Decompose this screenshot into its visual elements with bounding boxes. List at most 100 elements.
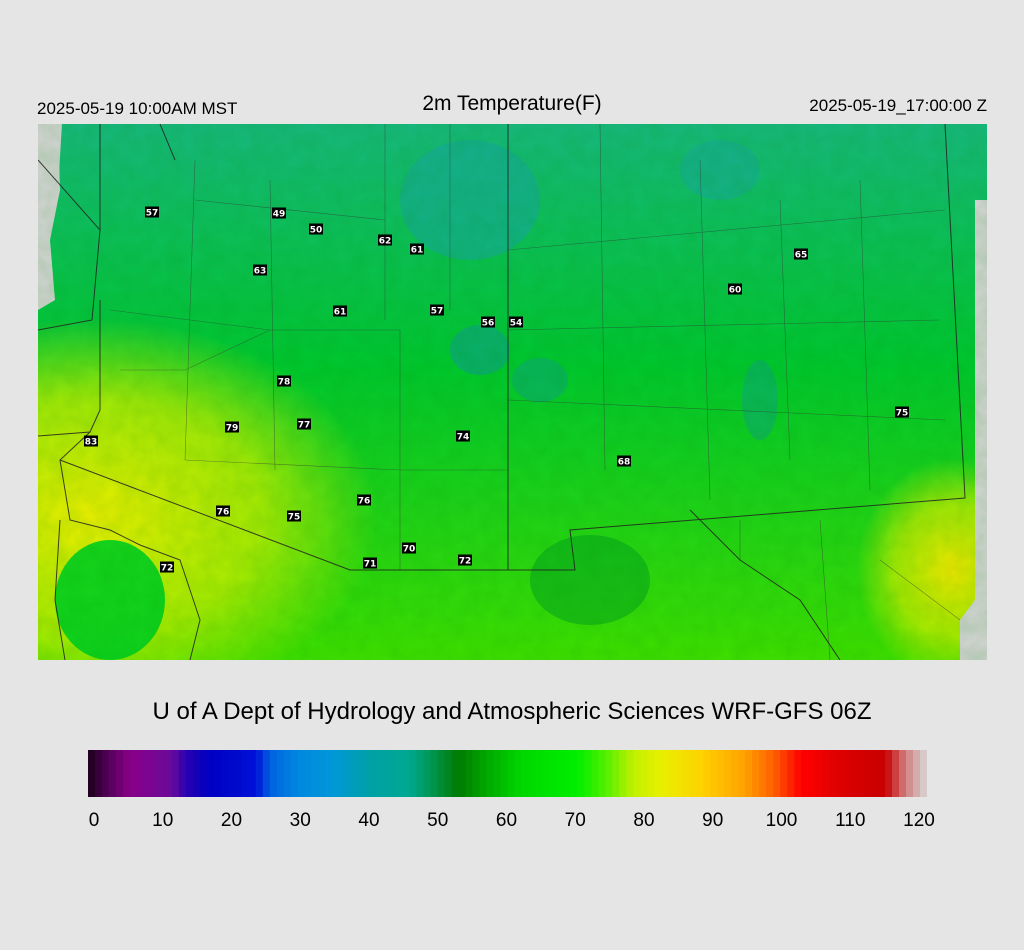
colorbar-cell [157,750,166,797]
svg-text:79: 79 [226,424,239,434]
colorbar-cell [864,750,872,797]
colorbar-cell [479,750,488,797]
colorbar-cell [88,750,96,797]
station-value-label: 75 [895,406,909,419]
station-value-label: 72 [458,554,472,567]
svg-text:61: 61 [334,308,347,318]
colorbar-cell [136,750,145,797]
colorbar-cell [451,750,460,797]
colorbar-cell [899,750,907,797]
colorbar-cell [675,750,683,797]
colorbar-cell [101,750,110,797]
svg-text:70: 70 [403,545,416,555]
station-value-label: 70 [402,542,416,555]
colorbar-cell [276,750,285,797]
colorbar-cell [409,750,418,797]
colorbar-cell [171,750,180,797]
temperature-map: 57 49 50 62 61 63 61 57 56 54 65 60 78 79 77 74 83 75 68 76… [38,124,987,660]
station-value-label: 61 [410,243,424,256]
colorbar-cell [598,750,606,797]
station-value-label: 50 [309,223,323,236]
colorbar-cell [759,750,767,797]
colorbar-cell [388,750,397,797]
colorbar-cell [766,750,774,797]
colorbar-cell [360,750,369,797]
colorbar-cell [640,750,648,797]
svg-text:68: 68 [618,458,631,468]
colorbar-cell [577,750,586,797]
colorbar-cell [920,750,927,797]
station-value-label: 63 [253,264,267,277]
colorbar-cell [584,750,592,797]
colorbar-tick-label: 40 [358,810,380,831]
colorbar-cell [206,750,215,797]
colorbar-cell [612,750,620,797]
colorbar-cell [626,750,634,797]
colorbar-tick-label: 50 [427,810,449,831]
colorbar-cell [332,750,341,797]
colorbar-cell [241,750,250,797]
colorbar-cell [458,750,467,797]
colorbar-cell [521,750,530,797]
station-value-label: 61 [333,305,347,318]
colorbar-cell [738,750,746,797]
colorbar-cell [731,750,739,797]
colorbar-cell [192,750,201,797]
colorbar-cell [913,750,921,797]
svg-text:72: 72 [459,557,472,567]
svg-text:61: 61 [411,246,424,256]
colorbar-cell [269,750,278,797]
colorbar-cell [164,750,173,797]
colorbar-cell [311,750,320,797]
svg-text:83: 83 [85,438,98,448]
colorbar-cell [283,750,292,797]
station-value-label: 60 [728,283,742,296]
svg-text:71: 71 [364,560,377,570]
svg-text:54: 54 [510,319,523,329]
colorbar-cell [857,750,865,797]
colorbar-cell [178,750,187,797]
svg-text:77: 77 [298,421,311,431]
colorbar-cell [563,750,572,797]
colorbar-cell [724,750,732,797]
colorbar-cell [402,750,411,797]
colorbar-cell [262,750,271,797]
colorbar-tick-label: 30 [289,810,311,831]
colorbar-cell [500,750,509,797]
colorbar-cell [199,750,208,797]
colorbar-cell [213,750,222,797]
colorbar-cell [507,750,516,797]
colorbar-tick-label: 100 [765,810,798,831]
colorbar-cell [689,750,697,797]
colorbar-cell [696,750,704,797]
colorbar-cell [304,750,313,797]
colorbar-cell [542,750,551,797]
colorbar-cell [829,750,837,797]
colorbar-cell [892,750,900,797]
colorbar-tick-label: 60 [495,810,518,831]
colorbar-cell [248,750,257,797]
colorbar-cell [556,750,565,797]
station-value-label: 57 [430,304,444,317]
colorbar-cell [717,750,725,797]
svg-text:72: 72 [161,564,174,574]
svg-text:75: 75 [288,513,301,523]
colorbar-cell [150,750,159,797]
colorbar-cell [255,750,264,797]
colorbar-tick-label: 90 [702,810,724,831]
colorbar-cell [465,750,474,797]
colorbar-cell [703,750,711,797]
colorbar-cell [787,750,795,797]
colorbar-cell [661,750,669,797]
colorbar-cell [185,750,194,797]
station-value-label: 76 [357,494,371,507]
svg-text:56: 56 [482,319,495,329]
colorbar-cell [395,750,404,797]
colorbar-cell [850,750,858,797]
station-value-label: 74 [456,430,470,443]
station-value-label: 78 [277,375,291,388]
svg-text:49: 49 [273,210,286,220]
colorbar-cell [353,750,362,797]
station-value-label: 56 [481,316,495,329]
colorbar-cell [94,750,103,797]
